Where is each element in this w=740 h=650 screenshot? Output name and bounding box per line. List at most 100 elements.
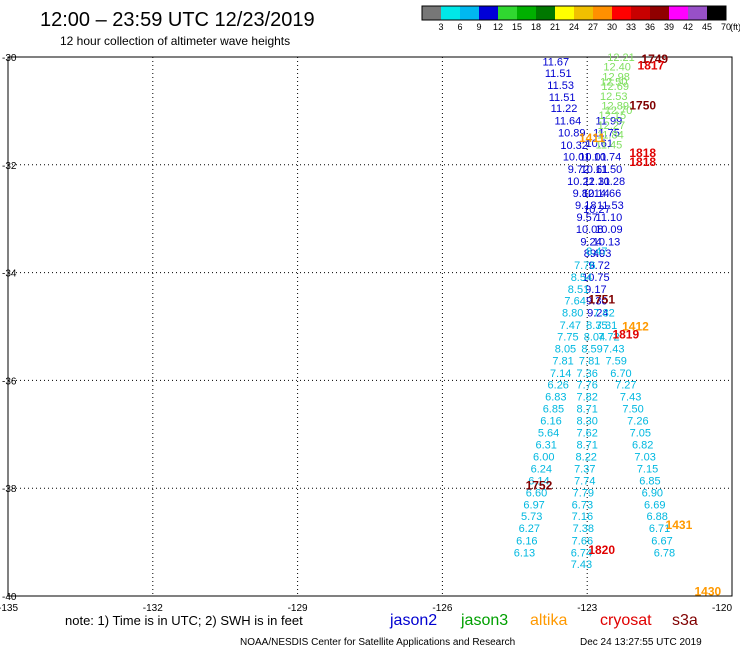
time-label: 1430 bbox=[695, 585, 722, 599]
color-scale-unit: (ft) bbox=[730, 22, 740, 32]
footer-timestamp: Dec 24 13:27:55 UTC 2019 bbox=[580, 637, 702, 648]
swh-value-label: 8.71 bbox=[576, 403, 597, 415]
swh-value-label: 7.27 bbox=[615, 380, 636, 392]
swh-value-label: 7.47 bbox=[560, 320, 581, 332]
x-tick-label: -135 bbox=[0, 603, 18, 614]
swh-value-label: 7.03 bbox=[634, 451, 655, 463]
swh-value-label: 7.81 bbox=[579, 355, 600, 367]
swh-value-label: 7.15 bbox=[637, 463, 658, 475]
time-label: 1752 bbox=[526, 479, 553, 493]
swh-value-label: 7.82 bbox=[593, 307, 614, 319]
swh-value-label: 11.22 bbox=[551, 103, 578, 115]
satellite-legend-item: jason3 bbox=[460, 612, 508, 629]
swh-value-label: 7.38 bbox=[573, 523, 594, 535]
swh-value-label: 10.01 bbox=[563, 152, 591, 164]
swh-value-label: 10.09 bbox=[595, 224, 623, 236]
swh-value-label: 9.93 bbox=[590, 248, 611, 260]
swh-value-label: 7.62 bbox=[576, 428, 597, 440]
color-scale-label: 24 bbox=[569, 22, 579, 32]
color-scale-swatch bbox=[574, 6, 593, 20]
swh-value-label: 11.64 bbox=[555, 116, 582, 128]
swh-value-label: 10.01 bbox=[579, 152, 607, 164]
color-scale-swatch bbox=[441, 6, 460, 20]
swh-value-label: 11.84 bbox=[597, 130, 624, 142]
time-label: 1431 bbox=[666, 518, 693, 532]
swh-value-label: 12.70 bbox=[605, 105, 633, 117]
swh-value-label: 7.16 bbox=[572, 511, 593, 523]
x-tick-label: -126 bbox=[432, 603, 452, 614]
swh-value-label: 6.97 bbox=[523, 499, 544, 511]
x-tick-label: -132 bbox=[143, 603, 163, 614]
swh-value-label: 8.54 bbox=[571, 272, 592, 284]
swh-value-label: 7.43 bbox=[620, 392, 641, 404]
swh-value-label: 7.31 bbox=[596, 320, 617, 332]
note-text: note: 1) Time is in UTC; 2) SWH is in fe… bbox=[65, 613, 303, 628]
swh-value-label: 6.24 bbox=[531, 463, 552, 475]
swh-value-label: 6.85 bbox=[543, 403, 564, 415]
swh-value-label: 8.40 bbox=[584, 248, 605, 260]
swh-value-label: 6.16 bbox=[540, 415, 561, 427]
chart-title: 12:00 – 23:59 UTC 12/23/2019 bbox=[40, 9, 315, 31]
swh-value-label: 10.27 bbox=[583, 204, 611, 216]
swh-value-label: 9.72 bbox=[589, 260, 610, 272]
swh-value-label: 11.10 bbox=[596, 212, 623, 224]
swh-value-label: 6.27 bbox=[519, 523, 540, 535]
swh-value-label: 10.13 bbox=[593, 236, 621, 248]
swh-value-label: 7.82 bbox=[576, 392, 597, 404]
color-scale-swatch bbox=[498, 6, 517, 20]
satellite-legend-item: altika bbox=[530, 612, 567, 629]
color-scale-label: 9 bbox=[476, 22, 481, 32]
swh-value-label: 8.04 bbox=[584, 332, 605, 344]
swh-value-label: 6.14 bbox=[528, 476, 549, 488]
swh-value-label: 7.43 bbox=[571, 559, 592, 571]
swh-value-label: 5.73 bbox=[521, 511, 542, 523]
swh-value-label: 8.59 bbox=[581, 344, 602, 356]
swh-value-label: 11.31 bbox=[583, 176, 610, 188]
time-label: 1817 bbox=[638, 59, 665, 73]
color-scale-label: 30 bbox=[607, 22, 617, 32]
color-scale-label: 21 bbox=[550, 22, 560, 32]
swh-value-label: 7.43 bbox=[603, 344, 624, 356]
x-tick-label: -129 bbox=[288, 603, 308, 614]
swh-value-label: 7.76 bbox=[576, 380, 597, 392]
swh-value-label: 7.59 bbox=[605, 355, 626, 367]
swh-value-label: 9.82 bbox=[573, 188, 594, 200]
color-scale-swatch bbox=[631, 6, 650, 20]
satellite-legend: jason2 jason3 altika cryosat s3a bbox=[389, 612, 698, 629]
data-points: 11.6711.5111.5311.5111.2211.6410.8910.32… bbox=[514, 52, 675, 571]
x-tick-label: -120 bbox=[712, 603, 732, 614]
swh-value-label: 7.50 bbox=[622, 403, 643, 415]
color-scale-label: 27 bbox=[588, 22, 598, 32]
swh-value-label: 7.66 bbox=[572, 535, 593, 547]
swh-value-label: 6.16 bbox=[516, 535, 537, 547]
swh-value-label: 11.99 bbox=[596, 116, 623, 128]
swh-value-label: 10.08 bbox=[576, 224, 604, 236]
swh-value-label: 12.27 bbox=[598, 120, 626, 132]
swh-value-label: 6.13 bbox=[514, 547, 535, 559]
swh-value-label: 7.75 bbox=[557, 332, 578, 344]
swh-value-label: 7.79 bbox=[573, 488, 594, 500]
color-scale-label: 3 bbox=[438, 22, 443, 32]
y-tick-label: -36 bbox=[2, 376, 17, 387]
swh-value-label: 5.64 bbox=[538, 428, 559, 440]
swh-value-label: 12.15 bbox=[599, 110, 627, 122]
swh-value-label: 8.71 bbox=[576, 440, 597, 452]
swh-value-label: 6.69 bbox=[644, 499, 665, 511]
swh-value-label: 8.22 bbox=[576, 451, 597, 463]
swh-value-label: 7.05 bbox=[630, 428, 651, 440]
footer-credit: NOAA/NESDIS Center for Satellite Applica… bbox=[240, 637, 515, 648]
chart-subtitle: 12 hour collection of altimeter wave hei… bbox=[60, 34, 290, 48]
swh-value-label: 9.24 bbox=[587, 307, 608, 319]
y-tick-label: -34 bbox=[2, 269, 17, 280]
swh-value-label: 10.22 bbox=[567, 176, 595, 188]
color-scale-label: 70 bbox=[721, 22, 731, 32]
color-scale-swatch bbox=[707, 6, 726, 20]
color-scale-label: 15 bbox=[512, 22, 522, 32]
y-tick-label: -38 bbox=[2, 484, 17, 495]
swh-value-label: 11.45 bbox=[596, 139, 623, 151]
color-scale-label: 6 bbox=[457, 22, 462, 32]
swh-value-label: 7.72 bbox=[598, 332, 619, 344]
swh-value-label: 7.26 bbox=[627, 415, 648, 427]
